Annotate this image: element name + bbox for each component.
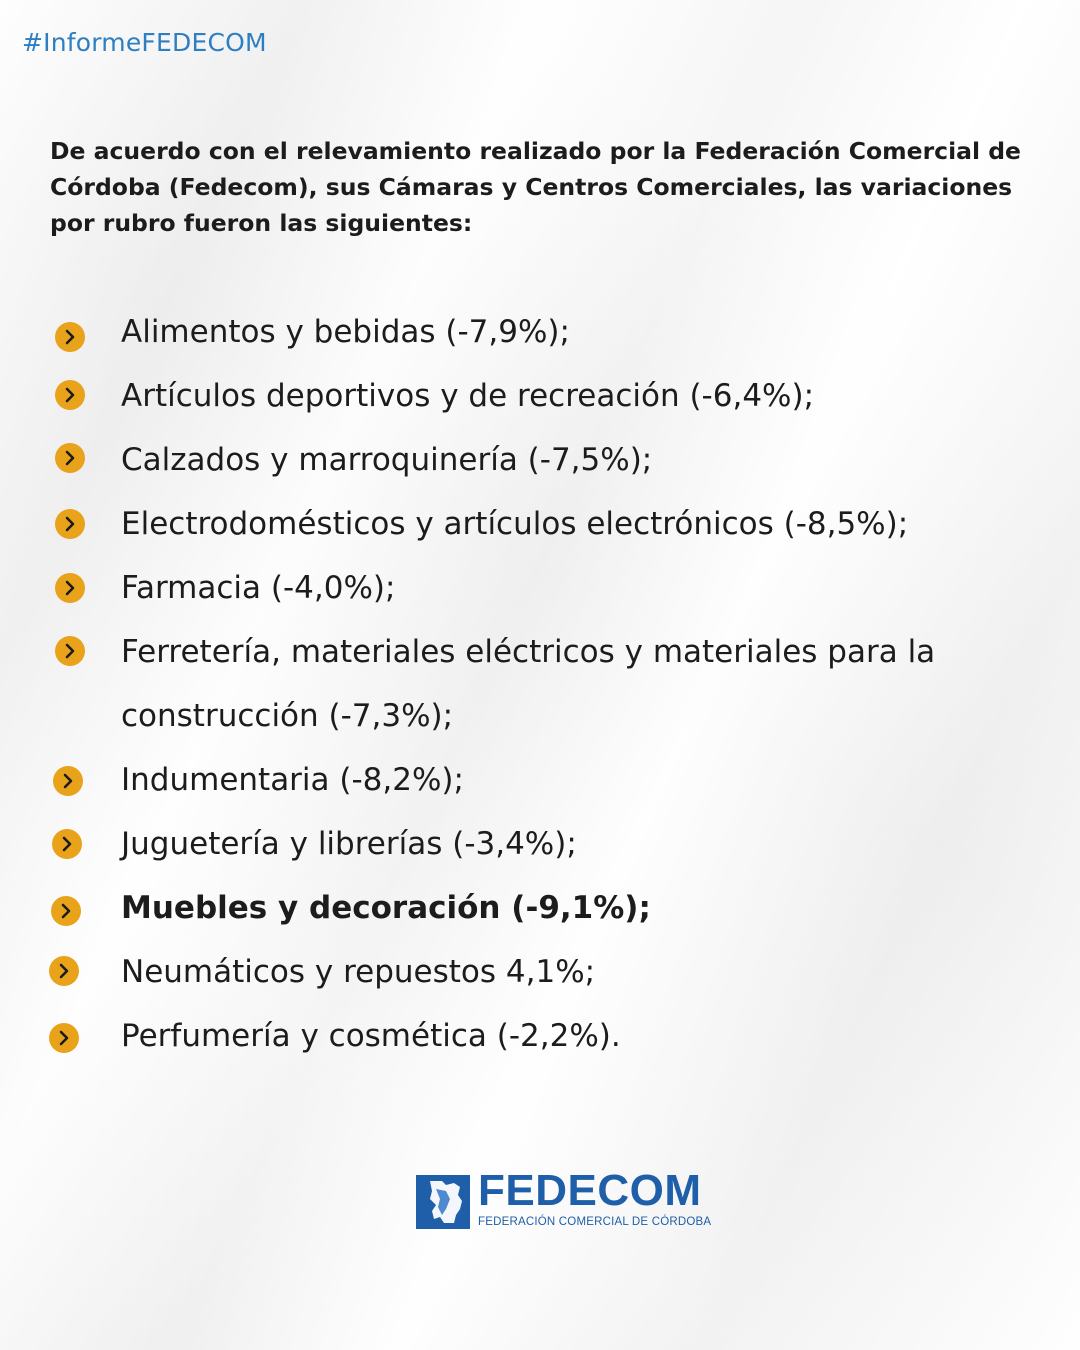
logo-wordmark: FEDECOM — [478, 1166, 702, 1215]
chevron-right-icon — [55, 509, 85, 539]
chevron-right-icon — [55, 443, 85, 473]
list-item-label: Alimentos y bebidas (-7,9%); — [121, 314, 570, 350]
chevron-right-icon — [55, 322, 85, 352]
chevron-right-icon — [49, 1023, 79, 1053]
chevron-right-icon — [53, 766, 83, 796]
hashtag: #InformeFEDECOM — [22, 28, 267, 57]
logo-subtitle: FEDERACIÓN COMERCIAL DE CÓRDOBA — [478, 1216, 712, 1228]
list-item-label: Indumentaria (-8,2%); — [121, 762, 464, 798]
list-item-label: Ferretería, materiales eléctricos y mate… — [121, 634, 936, 670]
list-item-label: Neumáticos y repuestos 4,1%; — [121, 954, 596, 990]
list-item-label: Artículos deportivos y de recreación (-6… — [121, 378, 815, 414]
chevron-right-icon — [49, 956, 79, 986]
list-item-label-highlighted: Muebles y decoración (-9,1%); — [121, 890, 651, 926]
list-item-label: Calzados y marroquinería (-7,5%); — [121, 442, 653, 478]
cordoba-map-icon — [416, 1175, 470, 1229]
intro-paragraph: De acuerdo con el relevamiento realizado… — [50, 137, 1021, 237]
chevron-right-icon — [55, 380, 85, 410]
list-item-label: Perfumería y cosmética (-2,2%). — [121, 1018, 621, 1054]
list-item-label-continued: construcción (-7,3%); — [121, 698, 454, 734]
chevron-right-icon — [55, 573, 85, 603]
list-item-label: Farmacia (-4,0%); — [121, 570, 396, 606]
chevron-right-icon — [51, 896, 81, 926]
list-item-label: Electrodomésticos y artículos electrónic… — [121, 506, 909, 542]
list-item-label: Juguetería y librerías (-3,4%); — [121, 826, 577, 862]
chevron-right-icon — [52, 829, 82, 859]
chevron-right-icon — [55, 636, 85, 666]
fedecom-logo: FEDECOM FEDERACIÓN COMERCIAL DE CÓRDOBA — [416, 1166, 716, 1232]
